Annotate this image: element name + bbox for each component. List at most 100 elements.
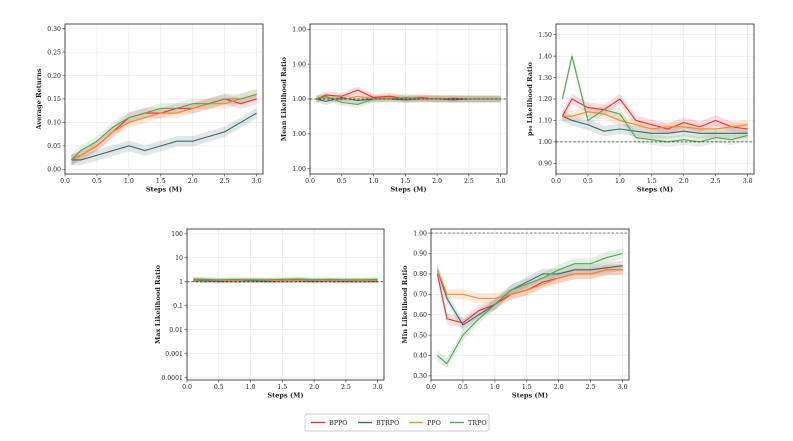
y-tick-label: 0.90 bbox=[538, 160, 552, 167]
y-tick-label: 1.00 bbox=[292, 166, 306, 173]
series-group bbox=[436, 248, 623, 369]
x-tick-label: 1.0 bbox=[246, 384, 256, 391]
y-tick-label: 0.00 bbox=[47, 167, 61, 174]
y-tick-label: 1 bbox=[179, 279, 183, 286]
y-tick-label: 100 bbox=[171, 231, 183, 238]
y-tick-label: 0.40 bbox=[413, 353, 427, 360]
legend-entry-trpo: TRPO bbox=[450, 419, 487, 427]
series-group bbox=[316, 86, 501, 108]
y-tick-label: 1.10 bbox=[538, 118, 552, 125]
x-tick-label: 1.5 bbox=[277, 384, 287, 391]
legend: BPPO BTRPO PPO TRPO bbox=[304, 413, 490, 432]
band-btrpo bbox=[562, 110, 748, 139]
x-axis-label: Steps (M) bbox=[267, 392, 303, 400]
x-tick-label: 2.5 bbox=[464, 178, 474, 185]
series-line-btrpo bbox=[436, 265, 623, 326]
x-tick-label: 1.5 bbox=[156, 178, 166, 185]
x-tick-label: 3.0 bbox=[252, 178, 262, 185]
y-tick-label: 0.0001 bbox=[161, 375, 183, 382]
series-group bbox=[561, 50, 748, 148]
x-tick-label: 0.0 bbox=[426, 384, 436, 391]
x-tick-label: 1.5 bbox=[400, 178, 410, 185]
series-line-ppo bbox=[436, 269, 623, 299]
y-tick-label: 0.10 bbox=[47, 120, 61, 127]
x-tick-label: 0.5 bbox=[92, 178, 102, 185]
band-btrpo bbox=[437, 260, 623, 331]
band-trpo bbox=[562, 50, 748, 148]
legend-entry-bppo: BPPO bbox=[311, 419, 348, 427]
y-axis-label: p₉₀ Likelihood Ratio bbox=[526, 61, 534, 136]
x-tick-label: 0.5 bbox=[214, 384, 224, 391]
y-tick-label: 0.60 bbox=[413, 312, 427, 319]
x-tick-label: 1.0 bbox=[124, 178, 134, 185]
x-tick-label: 2.0 bbox=[309, 384, 319, 391]
y-axis-label: Average Returns bbox=[35, 68, 43, 131]
x-axis-label: Steps (M) bbox=[637, 186, 673, 194]
y-tick-label: 0.1 bbox=[173, 303, 183, 310]
series-line-bppo bbox=[561, 98, 748, 130]
y-tick-label: 0.30 bbox=[413, 373, 427, 380]
y-tick-label: 1.00 bbox=[292, 96, 306, 103]
y-tick-label: 0.001 bbox=[165, 351, 183, 358]
x-tick-label: 2.5 bbox=[220, 178, 230, 185]
x-tick-label: 2.0 bbox=[188, 178, 198, 185]
grid bbox=[430, 229, 629, 380]
legend-label-btrpo: BTRPO bbox=[376, 419, 399, 427]
x-tick-label: 2.5 bbox=[711, 178, 721, 185]
y-tick-label: 0.30 bbox=[47, 26, 61, 33]
series-line-ppo bbox=[71, 93, 257, 161]
x-tick-label: 3.0 bbox=[496, 178, 506, 185]
x-tick-label: 0.0 bbox=[551, 178, 561, 185]
y-tick-label: 0.05 bbox=[47, 143, 61, 150]
y-tick-label: 0.01 bbox=[169, 327, 183, 334]
chart-panel-max-likelihood-ratio: 0.0 0.5 1.0 1.5 2.0 2.5 3.0 0.0001 0.001 0.01 0.1 1… bbox=[154, 228, 385, 400]
grid bbox=[186, 229, 384, 380]
legend-frame bbox=[304, 413, 490, 432]
y-tick-label: 1.00 bbox=[413, 230, 427, 237]
y-tick-label: 0.70 bbox=[413, 291, 427, 298]
x-tick-label: 0.5 bbox=[337, 178, 347, 185]
x-tick-label: 0.0 bbox=[305, 178, 315, 185]
x-tick-label: 2.0 bbox=[554, 384, 564, 391]
legend-entry-btrpo: BTRPO bbox=[358, 419, 399, 427]
series-line-trpo bbox=[561, 56, 748, 143]
legend-label-bppo: BPPO bbox=[329, 419, 348, 427]
x-tick-label: 0.0 bbox=[60, 178, 70, 185]
y-tick-label: 1.00 bbox=[292, 26, 306, 33]
y-tick-label: 1.30 bbox=[538, 75, 552, 82]
series-group bbox=[193, 276, 378, 284]
x-tick-label: 1.5 bbox=[522, 384, 532, 391]
y-tick-label: 0.90 bbox=[413, 251, 427, 258]
legend-label-trpo: TRPO bbox=[468, 419, 487, 427]
x-tick-label: 1.0 bbox=[369, 178, 379, 185]
y-axis-label: Min Likelihood Ratio bbox=[401, 265, 409, 344]
legend-label-ppo: PPO bbox=[427, 419, 441, 427]
series-group bbox=[71, 89, 257, 166]
x-tick-label: 0.5 bbox=[583, 178, 593, 185]
x-tick-label: 3.0 bbox=[618, 384, 628, 391]
y-axis-label: Max Likelihood Ratio bbox=[154, 264, 162, 344]
y-tick-label: 0.15 bbox=[47, 96, 61, 103]
x-tick-label: 0.5 bbox=[458, 384, 468, 391]
series-line-ppo bbox=[562, 111, 748, 130]
series-line-trpo bbox=[71, 93, 257, 161]
y-tick-label: 1.20 bbox=[538, 96, 552, 103]
band-ppo bbox=[562, 106, 748, 135]
chart-panel-average-returns: 0.0 0.5 1.0 1.5 2.0 2.5 3.0 0.00 0.05 0.10 0.15 0.2… bbox=[35, 23, 264, 194]
plot-frame bbox=[430, 228, 630, 381]
x-tick-label: 1.0 bbox=[615, 178, 625, 185]
chart-panel-p90-likelihood-ratio: 0.0 0.5 1.0 1.5 2.0 2.5 3.0 0.90 1.00 1.10 1.20 1.3… bbox=[526, 23, 755, 194]
y-tick-label: 0.25 bbox=[47, 49, 61, 56]
legend-entry-ppo: PPO bbox=[409, 419, 441, 427]
band-trpo bbox=[316, 92, 501, 108]
band-trpo bbox=[71, 89, 257, 166]
y-tick-label: 1.00 bbox=[292, 131, 306, 138]
chart-panel-mean-likelihood-ratio: 0.0 0.5 1.0 1.5 2.0 2.5 3.0 1.00 1.00 1.00 1.00 1.0… bbox=[280, 23, 508, 194]
series-line-btrpo bbox=[562, 115, 748, 134]
x-tick-label: 1.0 bbox=[490, 384, 500, 391]
y-tick-label: 0.20 bbox=[47, 73, 61, 80]
y-axis-label: Mean Likelihood Ratio bbox=[280, 56, 288, 141]
y-tick-label: 1.50 bbox=[538, 32, 552, 39]
series-line-trpo bbox=[437, 252, 623, 365]
